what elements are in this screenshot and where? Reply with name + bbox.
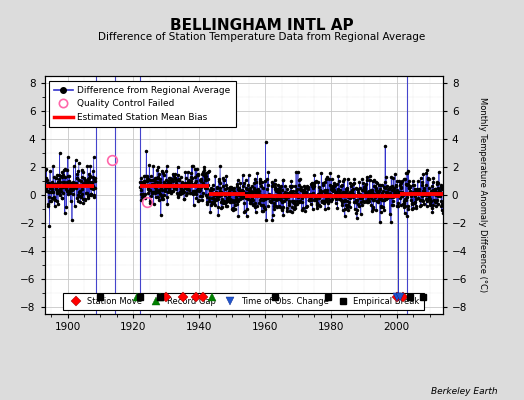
Legend: Station Move, Record Gap, Time of Obs. Change, Empirical Break: Station Move, Record Gap, Time of Obs. C… [63, 293, 424, 310]
Y-axis label: Monthly Temperature Anomaly Difference (°C): Monthly Temperature Anomaly Difference (… [478, 98, 487, 292]
Text: Berkeley Earth: Berkeley Earth [431, 387, 498, 396]
Text: BELLINGHAM INTL AP: BELLINGHAM INTL AP [170, 18, 354, 33]
Text: Difference of Station Temperature Data from Regional Average: Difference of Station Temperature Data f… [99, 32, 425, 42]
